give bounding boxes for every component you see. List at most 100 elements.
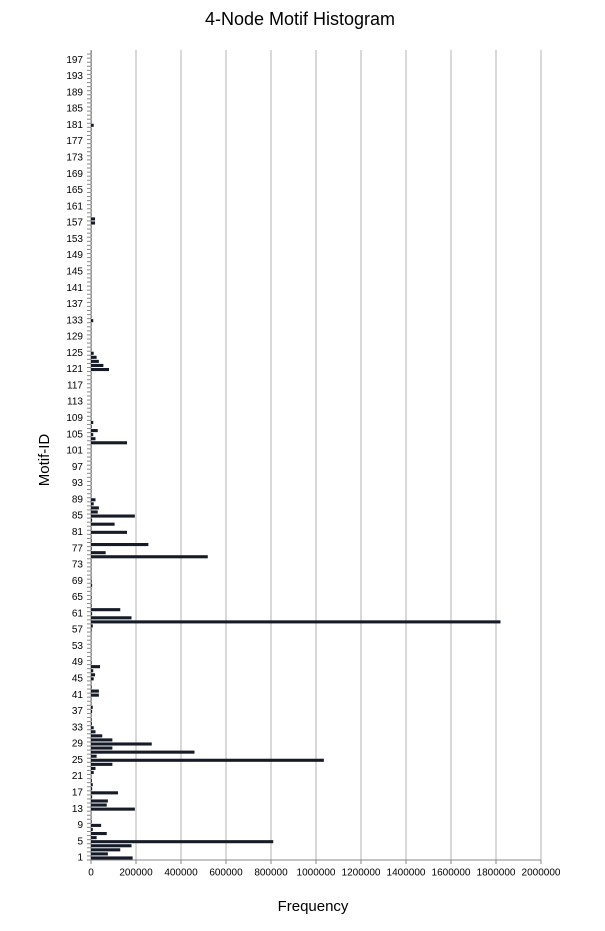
bar — [91, 360, 99, 363]
bar — [91, 828, 93, 831]
bar — [91, 832, 107, 835]
bar — [91, 433, 93, 436]
bar — [91, 498, 96, 501]
bar — [91, 531, 127, 534]
bar — [91, 791, 118, 794]
bar — [91, 804, 107, 807]
bar — [91, 669, 93, 672]
bar — [91, 694, 99, 697]
bar — [91, 763, 112, 766]
bar — [91, 747, 112, 750]
bar — [91, 718, 92, 721]
chart-title: 4-Node Motif Histogram — [205, 9, 395, 29]
x-tick-label: 800000 — [254, 868, 288, 879]
bar — [91, 352, 94, 355]
bar — [91, 848, 120, 851]
bar — [91, 580, 92, 583]
x-tick-label: 600000 — [209, 868, 243, 879]
y-tick-label: 41 — [72, 690, 84, 701]
bar — [91, 510, 98, 513]
bar — [91, 628, 92, 631]
bar — [91, 673, 95, 676]
bar — [91, 755, 97, 758]
y-tick-label: 61 — [72, 608, 84, 619]
x-tick-label: 0 — [88, 868, 94, 879]
y-tick-label: 17 — [72, 787, 84, 798]
bar — [91, 685, 92, 688]
bar — [91, 742, 152, 745]
y-tick-label: 177 — [66, 136, 83, 147]
y-tick-label: 121 — [66, 364, 83, 375]
y-tick-label: 93 — [72, 478, 84, 489]
bar — [91, 624, 93, 627]
bar — [91, 690, 99, 693]
y-tick-label: 129 — [66, 332, 83, 343]
y-tick-label: 9 — [77, 820, 83, 831]
y-tick-label: 165 — [66, 185, 83, 196]
bar — [91, 551, 106, 554]
y-tick-label: 137 — [66, 299, 83, 310]
y-tick-label: 37 — [72, 706, 84, 717]
bar — [91, 665, 100, 668]
y-tick-label: 69 — [72, 576, 84, 587]
y-tick-label: 13 — [72, 804, 84, 815]
bar — [91, 356, 97, 359]
bar — [91, 751, 195, 754]
y-tick-label: 117 — [67, 380, 83, 391]
bar — [91, 217, 95, 220]
y-tick-label: 105 — [66, 429, 83, 440]
bar — [91, 124, 94, 127]
bar — [91, 759, 324, 762]
y-tick-label: 169 — [66, 169, 83, 180]
x-tick-label: 1200000 — [342, 868, 381, 879]
y-tick-label: 49 — [72, 657, 84, 668]
bar — [91, 706, 93, 709]
x-tick-label: 1600000 — [432, 868, 471, 879]
bar — [91, 722, 92, 725]
y-tick-label: 173 — [66, 153, 83, 164]
bar — [91, 506, 99, 509]
bar — [91, 596, 92, 599]
bar — [91, 620, 501, 623]
y-tick-label: 73 — [72, 560, 84, 571]
y-tick-label: 77 — [72, 543, 84, 554]
y-tick-label: 141 — [66, 283, 83, 294]
x-axis-label: Frequency — [278, 898, 349, 915]
bar — [91, 364, 103, 367]
y-tick-label: 53 — [72, 641, 84, 652]
bar — [91, 441, 127, 444]
bar — [91, 425, 92, 428]
y-tick-label: 161 — [66, 201, 83, 212]
x-tick-label: 200000 — [119, 868, 153, 879]
bar — [91, 730, 96, 733]
bar — [91, 515, 135, 518]
y-axis-label: Motif-ID — [36, 434, 53, 487]
y-tick-label: 5 — [77, 836, 83, 847]
y-tick-label: 181 — [66, 120, 83, 131]
x-tick-label: 2000000 — [522, 868, 561, 879]
y-tick-label: 185 — [66, 104, 83, 115]
bar — [91, 799, 108, 802]
bar — [91, 584, 92, 587]
bar — [91, 852, 108, 855]
bar — [91, 710, 92, 713]
y-tick-label: 45 — [72, 674, 84, 685]
bar — [91, 824, 101, 827]
y-tick-label: 81 — [72, 527, 84, 538]
bar — [91, 539, 92, 542]
bar — [91, 661, 92, 664]
bar — [91, 856, 133, 859]
y-tick-label: 25 — [72, 755, 84, 766]
y-tick-label: 153 — [66, 234, 83, 245]
x-tick-label: 1400000 — [387, 868, 426, 879]
y-tick-label: 33 — [72, 722, 84, 733]
bar — [91, 555, 208, 558]
bar — [91, 616, 132, 619]
bar — [91, 519, 92, 522]
y-tick-label: 1 — [77, 853, 83, 864]
bar — [91, 840, 273, 843]
bar — [91, 319, 93, 322]
y-tick-label: 85 — [72, 511, 84, 522]
y-tick-label: 145 — [66, 266, 83, 277]
bar — [91, 437, 96, 440]
